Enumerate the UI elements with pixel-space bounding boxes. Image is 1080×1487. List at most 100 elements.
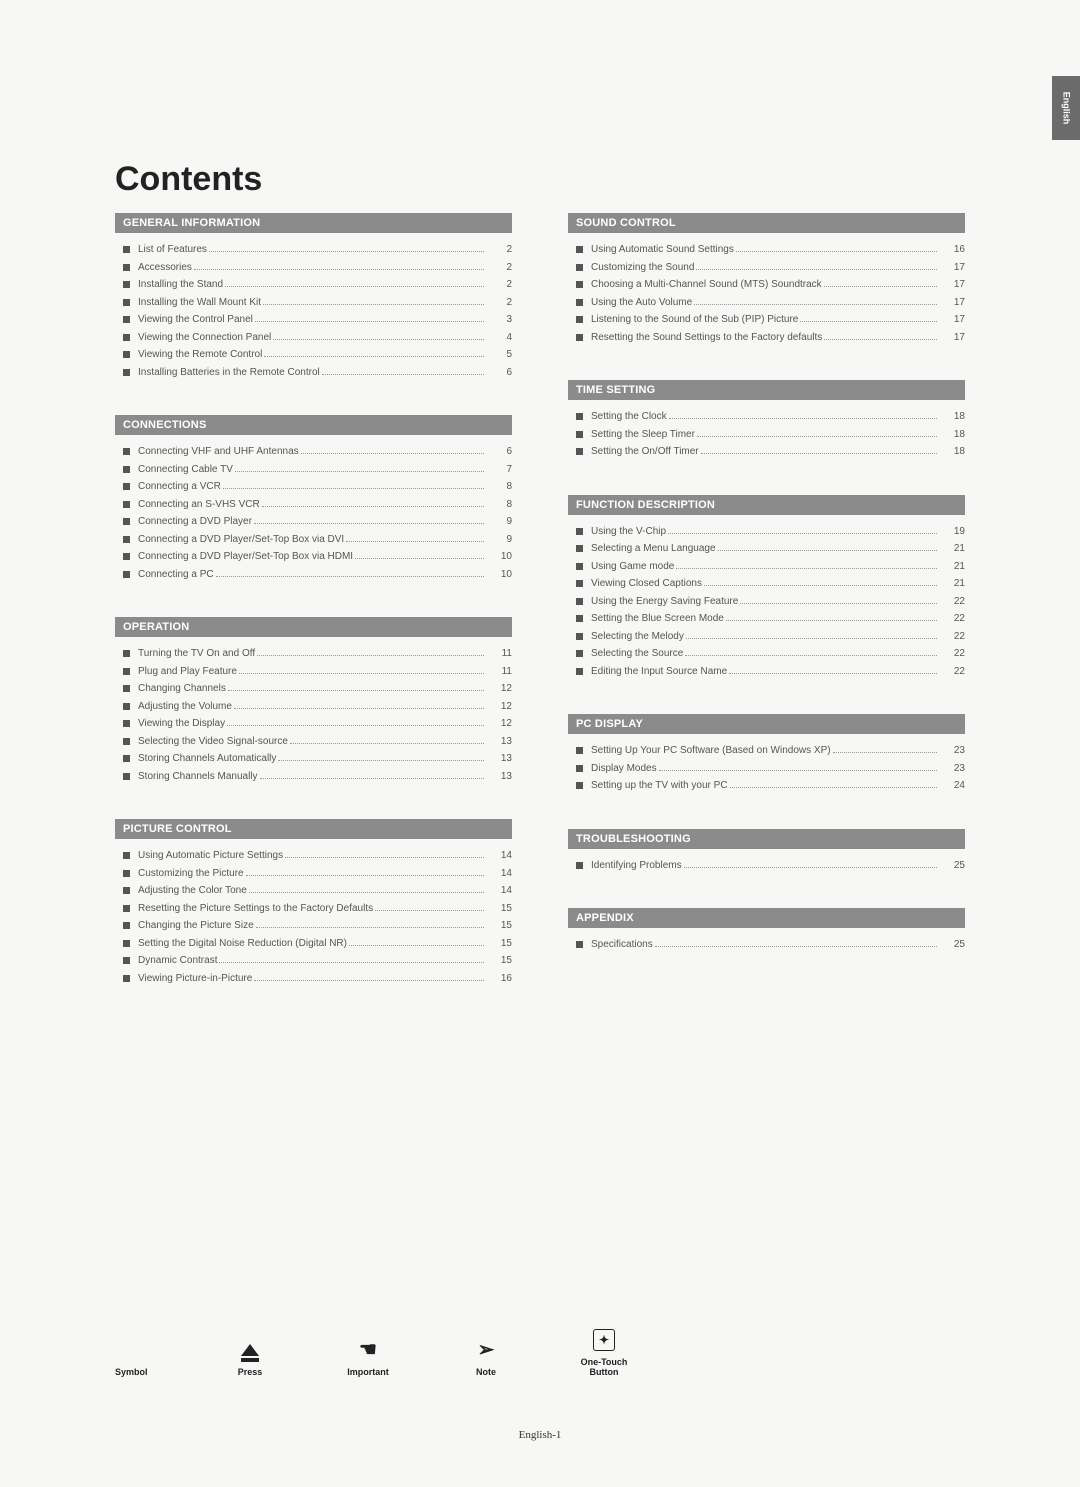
toc-entry-label: Connecting a PC: [138, 566, 214, 584]
bullet-icon: [576, 431, 583, 438]
toc-entry[interactable]: List of Features2: [115, 241, 512, 259]
toc-entry[interactable]: Connecting a DVD Player9: [115, 513, 512, 531]
toc-entry[interactable]: Viewing the Control Panel3: [115, 311, 512, 329]
toc-entry[interactable]: Using Automatic Picture Settings14: [115, 847, 512, 865]
toc-entry[interactable]: Resetting the Sound Settings to the Fact…: [568, 329, 965, 347]
toc-section-header: APPENDIX: [568, 908, 965, 928]
bullet-icon: [123, 536, 130, 543]
toc-entry[interactable]: Setting Up Your PC Software (Based on Wi…: [568, 742, 965, 760]
toc-entry[interactable]: Viewing Picture-in-Picture16: [115, 970, 512, 988]
bullet-icon: [123, 334, 130, 341]
toc-entry-page: 10: [488, 548, 512, 566]
toc-entry[interactable]: Accessories2: [115, 259, 512, 277]
toc-entry[interactable]: Selecting a Menu Language21: [568, 540, 965, 558]
toc-leader-dots: [246, 875, 484, 876]
toc-entry[interactable]: Dynamic Contrast15: [115, 952, 512, 970]
toc-entry[interactable]: Adjusting the Volume12: [115, 698, 512, 716]
toc-entry[interactable]: Connecting a DVD Player/Set-Top Box via …: [115, 548, 512, 566]
toc-entry[interactable]: Connecting an S-VHS VCR 8: [115, 496, 512, 514]
toc-leader-dots: [800, 321, 937, 322]
toc-entry-page: 9: [488, 513, 512, 531]
toc-leader-dots: [824, 339, 937, 340]
toc-entry[interactable]: Using Automatic Sound Settings16: [568, 241, 965, 259]
toc-leader-dots: [260, 778, 484, 779]
toc-entry-page: 19: [941, 523, 965, 541]
toc-entry[interactable]: Connecting a DVD Player/Set-Top Box via …: [115, 531, 512, 549]
toc-entry-label: Setting the Digital Noise Reduction (Dig…: [138, 935, 347, 953]
toc-entry-page: 22: [941, 628, 965, 646]
toc-entry[interactable]: Viewing the Display12: [115, 715, 512, 733]
toc-entry[interactable]: Using the Energy Saving Feature22: [568, 593, 965, 611]
toc-entry[interactable]: Connecting a VCR8: [115, 478, 512, 496]
toc-entry[interactable]: Turning the TV On and Off11: [115, 645, 512, 663]
toc-entry[interactable]: Selecting the Video Signal-source13: [115, 733, 512, 751]
toc-entry-page: 8: [488, 496, 512, 514]
toc-entry[interactable]: Setting up the TV with your PC24: [568, 777, 965, 795]
press-icon: [237, 1339, 263, 1361]
toc-section: OPERATIONTurning the TV On and Off11Plug…: [115, 617, 512, 785]
toc-leader-dots: [262, 506, 484, 507]
toc-entry[interactable]: Specifications25: [568, 936, 965, 954]
toc-entry[interactable]: Customizing the Sound17: [568, 259, 965, 277]
toc-entry[interactable]: Setting the Sleep Timer18: [568, 426, 965, 444]
toc-entry[interactable]: Setting the Digital Noise Reduction (Dig…: [115, 935, 512, 953]
toc-entry[interactable]: Changing the Picture Size15: [115, 917, 512, 935]
important-icon: ☚: [355, 1339, 381, 1361]
toc-entry[interactable]: Setting the Blue Screen Mode22: [568, 610, 965, 628]
bullet-icon: [576, 281, 583, 288]
toc-entry-page: 21: [941, 558, 965, 576]
toc-entry[interactable]: Using the V-Chip19: [568, 523, 965, 541]
toc-entry-label: Customizing the Picture: [138, 865, 244, 883]
toc-entry-page: 12: [488, 680, 512, 698]
toc-entry[interactable]: Identifying Problems25: [568, 857, 965, 875]
toc-entry[interactable]: Viewing Closed Captions21: [568, 575, 965, 593]
toc-entry[interactable]: Setting the Clock18: [568, 408, 965, 426]
toc-entry[interactable]: Storing Channels Automatically13: [115, 750, 512, 768]
toc-entry-label: Plug and Play Feature: [138, 663, 237, 681]
bullet-icon: [576, 413, 583, 420]
toc-entry[interactable]: Choosing a Multi-Channel Sound (MTS) Sou…: [568, 276, 965, 294]
bullet-icon: [123, 957, 130, 964]
toc-entry[interactable]: Changing Channels12: [115, 680, 512, 698]
toc-entry[interactable]: Plug and Play Feature11: [115, 663, 512, 681]
toc-entry[interactable]: Using the Auto Volume17: [568, 294, 965, 312]
toc-entry[interactable]: Installing Batteries in the Remote Contr…: [115, 364, 512, 382]
toc-entry[interactable]: Using Game mode21: [568, 558, 965, 576]
toc-entry-page: 21: [941, 540, 965, 558]
toc-entry[interactable]: Storing Channels Manually13: [115, 768, 512, 786]
toc-entry-page: 22: [941, 610, 965, 628]
toc-entry[interactable]: Connecting Cable TV7: [115, 461, 512, 479]
toc-entry-label: Storing Channels Automatically: [138, 750, 276, 768]
toc-entry[interactable]: Customizing the Picture 14: [115, 865, 512, 883]
toc-entry-label: Connecting a VCR: [138, 478, 221, 496]
toc-entry-page: 6: [488, 364, 512, 382]
toc-entry[interactable]: Installing the Stand2: [115, 276, 512, 294]
toc-entry[interactable]: Viewing the Remote Control5: [115, 346, 512, 364]
toc-entry[interactable]: Listening to the Sound of the Sub (PIP) …: [568, 311, 965, 329]
toc-entry[interactable]: Resetting the Picture Settings to the Fa…: [115, 900, 512, 918]
toc-leader-dots: [668, 533, 937, 534]
toc-entry-page: 14: [488, 882, 512, 900]
toc-entry[interactable]: Connecting a PC10: [115, 566, 512, 584]
toc-entry-label: Connecting an S-VHS VCR: [138, 496, 260, 514]
toc-entry-page: 9: [488, 531, 512, 549]
toc-leader-dots: [228, 690, 484, 691]
bullet-icon: [123, 299, 130, 306]
toc-entry-page: 13: [488, 768, 512, 786]
toc-entry-page: 2: [488, 294, 512, 312]
toc-entry[interactable]: Editing the Input Source Name22: [568, 663, 965, 681]
toc-entry[interactable]: Selecting the Melody22: [568, 628, 965, 646]
toc-entry[interactable]: Connecting VHF and UHF Antennas6: [115, 443, 512, 461]
toc-entry-label: Display Modes: [591, 760, 657, 778]
toc-entry[interactable]: Installing the Wall Mount Kit2: [115, 294, 512, 312]
toc-section: TIME SETTINGSetting the Clock18Setting t…: [568, 380, 965, 461]
toc-entry[interactable]: Adjusting the Color Tone14: [115, 882, 512, 900]
toc-entry[interactable]: Selecting the Source22: [568, 645, 965, 663]
toc-entry[interactable]: Setting the On/Off Timer18: [568, 443, 965, 461]
toc-entry-page: 14: [488, 865, 512, 883]
toc-entry-page: 18: [941, 443, 965, 461]
bullet-icon: [123, 940, 130, 947]
toc-entry[interactable]: Viewing the Connection Panel4: [115, 329, 512, 347]
toc-entry[interactable]: Display Modes23: [568, 760, 965, 778]
toc-entry-label: Selecting the Source: [591, 645, 683, 663]
